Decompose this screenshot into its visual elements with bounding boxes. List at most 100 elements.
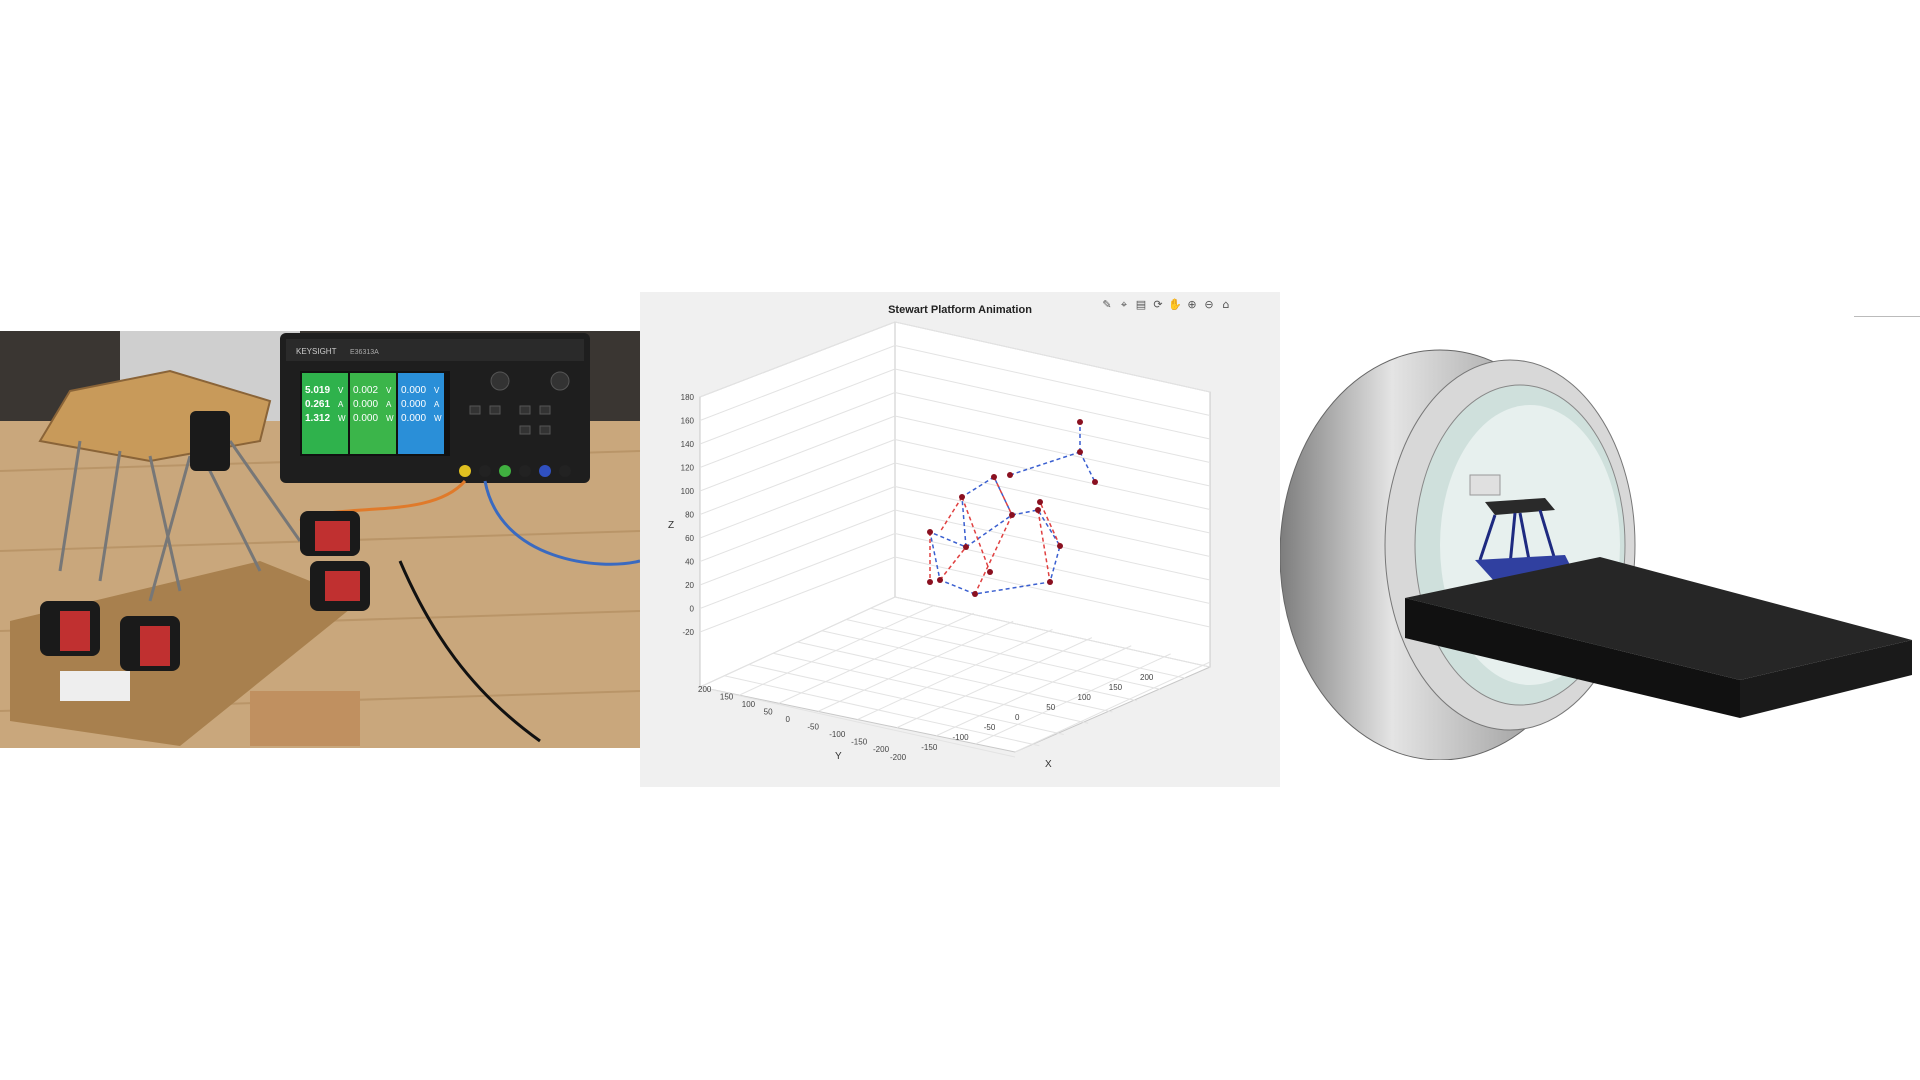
grid-line [699, 321, 896, 398]
z-axis-label: Z [668, 520, 674, 531]
y-axis-ticks: 200 150 100 50 0 -50 -100 -150 -200 [698, 685, 890, 754]
cad-render [1280, 320, 1920, 760]
channel-2-voltage: 0.002 [353, 385, 378, 396]
grid-line [699, 368, 896, 445]
grid-line [894, 556, 1211, 628]
grid-line [894, 392, 1211, 463]
grid-line [748, 664, 1064, 735]
cad-illustration [1280, 349, 1912, 760]
brush-icon[interactable]: ✎ [1102, 298, 1112, 311]
channel-2-screen [350, 373, 396, 454]
legend-icon[interactable]: ▤ [1135, 298, 1147, 311]
grid-line [896, 637, 1093, 729]
grid-line [699, 415, 896, 492]
grid-line [773, 652, 1089, 724]
grid-line [724, 675, 1040, 747]
y-axis-label: Y [835, 751, 842, 762]
zoom-in-icon[interactable]: ⊕ [1187, 298, 1197, 311]
grid-line [699, 345, 896, 421]
z-tick-label: 100 [681, 487, 695, 496]
divider-line [1854, 316, 1920, 317]
x-axis-ticks: -200 -150 -100 -50 0 50 100 150 200 [890, 673, 1154, 762]
x-tick-label: -100 [953, 733, 970, 742]
x-tick-label: -200 [890, 753, 907, 762]
channel-3-power-unit: W [434, 414, 442, 423]
actuator-legs [929, 476, 1061, 595]
channel-1-power-unit: W [338, 414, 346, 423]
z-tick-label: 180 [681, 393, 695, 402]
grid-line [821, 630, 1137, 702]
channel-1-screen [302, 373, 348, 454]
z-axis-ticks: 180 160 140 120 100 80 60 40 20 0 -20 [681, 393, 695, 637]
plot-title: Stewart Platform Animation [888, 304, 1032, 316]
grid-line [894, 486, 1211, 557]
patient-table [1405, 557, 1912, 718]
grid-line [739, 604, 935, 696]
channel-1-power: 1.312 [305, 413, 330, 424]
y-tick-label: 0 [786, 715, 791, 724]
grid-line [699, 596, 896, 688]
grid-line [894, 462, 1211, 534]
y-tick-label: -100 [829, 730, 846, 739]
channel-3-current: 0.000 [401, 399, 426, 410]
channel-2-voltage-unit: V [386, 386, 392, 395]
y-tick-label: 50 [764, 708, 773, 717]
x-tick-label: 200 [1140, 673, 1154, 682]
z-tick-label: 20 [685, 581, 694, 590]
psu-brand: KEYSIGHT [296, 347, 337, 356]
grid-line [894, 509, 1211, 581]
x-tick-label: 0 [1015, 713, 1020, 722]
y-tick-label: -50 [807, 723, 819, 732]
grid-lines [699, 321, 1211, 758]
plot-toolbar: ✎ ⌖ ▤ ⟳ ✋ ⊕ ⊖ ⌂ [1100, 298, 1233, 312]
grid-line [699, 439, 896, 515]
x-tick-label: 50 [1046, 703, 1055, 712]
grid-line [699, 486, 896, 562]
psu-channel-1: 5.019 V 0.261 A 1.312 W [302, 373, 348, 454]
x-tick-label: -150 [921, 743, 938, 752]
grid-line [894, 345, 1211, 416]
stewart-platform-plot: Stewart Platform Animation ✎ ⌖ ▤ ⟳ ✋ ⊕ ⊖… [640, 292, 1280, 787]
channel-1-current-unit: A [338, 400, 344, 409]
channel-1-voltage: 5.019 [305, 385, 330, 396]
grid-line [699, 392, 896, 468]
grid-line [778, 612, 974, 704]
zoom-out-icon[interactable]: ⊖ [1204, 298, 1214, 311]
y-tick-label: 100 [742, 700, 756, 709]
channel-2-current-unit: A [386, 400, 392, 409]
power-supply: KEYSIGHT E36313A 5.019 V 0.261 A 1.312 W… [280, 333, 590, 483]
y-tick-label: -200 [873, 745, 890, 754]
grid-line [699, 533, 896, 609]
hardware-photo-illustration: KEYSIGHT E36313A 5.019 V 0.261 A 1.312 W… [0, 331, 640, 748]
grid-line [817, 620, 1014, 712]
home-icon[interactable]: ⌂ [1222, 298, 1230, 311]
x-axis-label: X [1045, 759, 1052, 770]
channel-1-current: 0.261 [305, 399, 330, 410]
platform-wireframe [927, 419, 1098, 597]
channel-3-screen [398, 373, 444, 454]
z-tick-label: 0 [690, 605, 695, 614]
y-tick-label: 200 [698, 685, 712, 694]
psu-channel-3: 0.000 V 0.000 A 0.000 W [398, 373, 444, 454]
grid-line [699, 509, 896, 586]
grid-line [797, 641, 1113, 713]
grid-line [846, 619, 1162, 690]
hardware-photo: KEYSIGHT E36313A 5.019 V 0.261 A 1.312 W… [0, 331, 640, 748]
pan-icon[interactable]: ✋ [1168, 298, 1182, 311]
channel-3-voltage: 0.000 [401, 385, 426, 396]
data-tip-icon[interactable]: ⌖ [1120, 298, 1128, 311]
z-tick-label: 140 [681, 440, 695, 449]
grid-line [699, 686, 1016, 758]
channel-3-current-unit: A [434, 400, 440, 409]
x-tick-label: 100 [1078, 693, 1092, 702]
z-tick-label: 40 [685, 558, 694, 567]
scanner-ring [1280, 349, 1636, 760]
channel-1-voltage-unit: V [338, 386, 344, 395]
z-tick-label: -20 [682, 628, 694, 637]
grid-line [936, 645, 1132, 737]
psu-model: E36313A [350, 349, 379, 356]
z-tick-label: 60 [685, 534, 694, 543]
rotate-3d-icon[interactable]: ⟳ [1153, 298, 1163, 311]
channel-3-power: 0.000 [401, 413, 426, 424]
